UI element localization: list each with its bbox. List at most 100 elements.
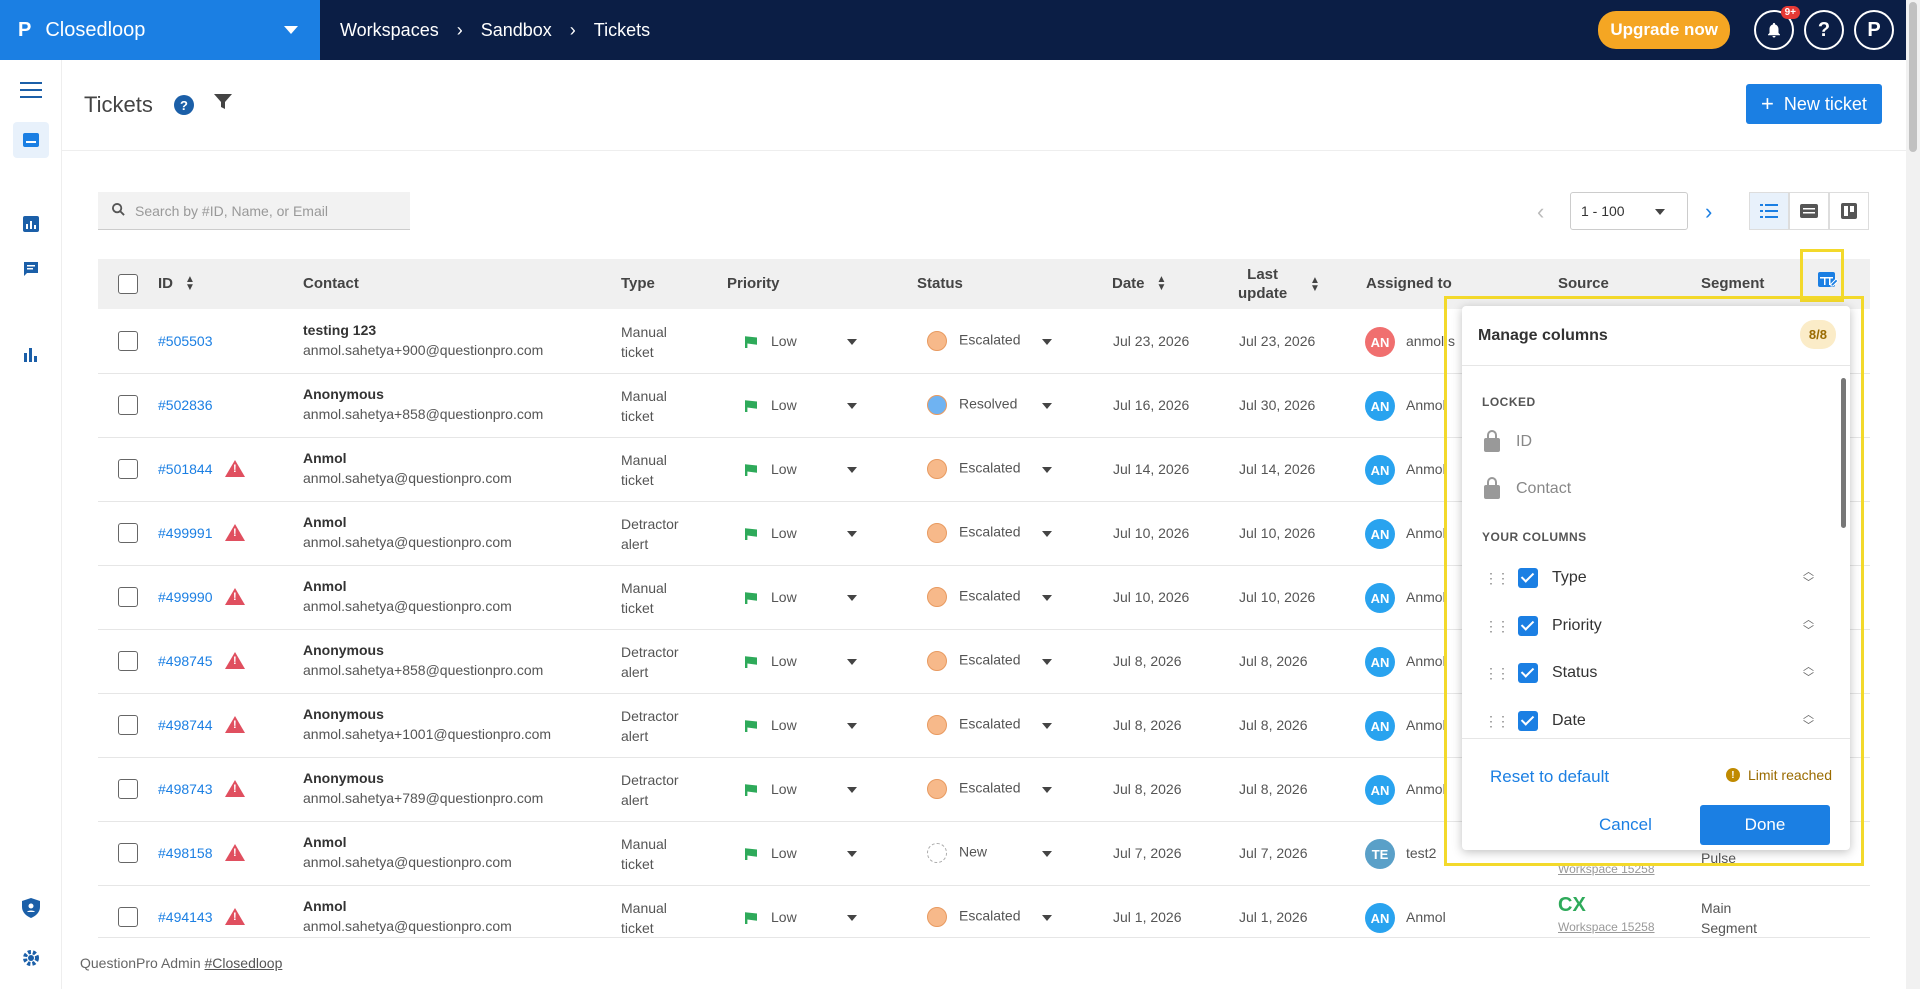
ticket-id-link[interactable]: #498743 (158, 781, 213, 797)
table-row[interactable]: #498744 Anonymousanmol.sahetya+1001@quest… (98, 694, 1870, 758)
page-range-select[interactable]: 1 - 100 (1570, 192, 1688, 230)
row-checkbox[interactable] (118, 715, 138, 735)
column-checkbox[interactable] (1518, 711, 1538, 731)
chevron-down-icon[interactable] (847, 595, 857, 601)
table-row[interactable]: #499990 Anmolanmol.sahetya@questionpro.co… (98, 566, 1870, 630)
column-header-date[interactable]: Date ▲ ▼ (1112, 274, 1167, 294)
table-row[interactable]: #498745 Anonymousanmol.sahetya+858@questi… (98, 630, 1870, 694)
priority-dropdown[interactable]: Low (745, 397, 797, 413)
status-dropdown[interactable]: New (927, 843, 987, 863)
feedback-icon[interactable] (13, 251, 49, 287)
ticket-id-link[interactable]: #501844 (158, 461, 213, 477)
column-option-status[interactable]: ⋮⋮ Status ︿ ﹀ (1484, 661, 1814, 684)
chevron-down-icon[interactable] (1042, 787, 1052, 793)
ticket-id-link[interactable]: #494143 (158, 909, 213, 925)
row-checkbox[interactable] (118, 331, 138, 351)
reset-to-default-link[interactable]: Reset to default (1490, 767, 1610, 786)
status-dropdown[interactable]: Escalated (927, 331, 1020, 351)
menu-icon[interactable] (13, 72, 49, 108)
notifications-button[interactable]: 9+ (1754, 6, 1800, 50)
row-checkbox[interactable] (118, 395, 138, 415)
chevron-down-icon[interactable] (847, 723, 857, 729)
chevron-down-icon[interactable] (1042, 915, 1052, 921)
prev-page-icon[interactable]: ‹ (1537, 199, 1545, 224)
admin-shield-icon[interactable] (13, 890, 49, 926)
chevron-down-icon[interactable] (847, 851, 857, 857)
profile-button[interactable]: P (1854, 10, 1894, 50)
chevron-down-icon[interactable] (847, 915, 857, 921)
gear-icon[interactable] (13, 940, 49, 976)
help-circle-icon[interactable]: ? (174, 95, 194, 115)
done-button[interactable]: Done (1700, 805, 1830, 845)
tickets-nav-icon[interactable] (13, 122, 49, 158)
column-checkbox[interactable] (1518, 663, 1538, 683)
status-dropdown[interactable]: Escalated (927, 459, 1020, 479)
row-checkbox[interactable] (118, 459, 138, 479)
drag-handle-icon[interactable]: ⋮⋮ (1484, 712, 1510, 729)
drag-handle-icon[interactable]: ⋮⋮ (1484, 617, 1510, 634)
new-ticket-button[interactable]: + New ticket (1746, 84, 1882, 124)
status-dropdown[interactable]: Escalated (927, 587, 1020, 607)
table-row[interactable]: #494143 Anmolanmol.sahetya@questionpro.co… (98, 886, 1870, 938)
chevron-down-icon[interactable] (847, 403, 857, 409)
priority-dropdown[interactable]: Low (745, 653, 797, 669)
status-dropdown[interactable]: Escalated (927, 779, 1020, 799)
chevron-down-icon[interactable] (847, 787, 857, 793)
breadcrumb-sandbox[interactable]: Sandbox (480, 19, 552, 40)
chevron-down-icon[interactable] (1042, 339, 1052, 345)
search-input[interactable]: Search by #ID, Name, or Email (98, 192, 410, 230)
breadcrumb-workspaces[interactable]: Workspaces (340, 19, 439, 40)
reorder-arrows-icon[interactable]: ︿ ﹀ (1803, 614, 1814, 637)
row-checkbox[interactable] (118, 523, 138, 543)
chevron-down-icon[interactable] (1042, 851, 1052, 857)
footer-link[interactable]: #Closedloop (204, 955, 283, 971)
priority-dropdown[interactable]: Low (745, 525, 797, 541)
cancel-button[interactable]: Cancel (1599, 815, 1652, 834)
chevron-down-icon[interactable] (847, 467, 857, 473)
analytics-icon[interactable] (13, 337, 49, 373)
ticket-id-link[interactable]: #505503 (158, 333, 213, 349)
manage-columns-icon[interactable] (1818, 272, 1839, 290)
priority-dropdown[interactable]: Low (745, 589, 797, 605)
status-dropdown[interactable]: Resolved (927, 395, 1017, 415)
column-option-priority[interactable]: ⋮⋮ Priority ︿ ﹀ (1484, 614, 1814, 637)
ticket-id-link[interactable]: #498745 (158, 653, 213, 669)
chevron-down-icon[interactable] (1042, 467, 1052, 473)
panel-scrollbar[interactable] (1841, 378, 1846, 528)
table-row[interactable]: #505503 testing 123 anmol.sahetya+900@ques… (98, 310, 1870, 374)
filter-icon[interactable] (214, 94, 232, 113)
chevron-down-icon[interactable] (847, 659, 857, 665)
row-checkbox[interactable] (118, 907, 138, 927)
board-view-icon[interactable] (1829, 192, 1869, 230)
chevron-down-icon[interactable] (847, 531, 857, 537)
chevron-down-icon[interactable] (1042, 723, 1052, 729)
chevron-down-icon[interactable] (1042, 403, 1052, 409)
priority-dropdown[interactable]: Low (745, 845, 797, 861)
status-dropdown[interactable]: Escalated (927, 907, 1020, 927)
row-checkbox[interactable] (118, 651, 138, 671)
drag-handle-icon[interactable]: ⋮⋮ (1484, 569, 1510, 586)
source-workspace-link[interactable]: Workspace 15258 (1558, 920, 1655, 934)
ticket-id-link[interactable]: #502836 (158, 397, 213, 413)
table-row[interactable]: #501844 Anmolanmol.sahetya@questionpro.co… (98, 438, 1870, 502)
column-header-id[interactable]: ID ▲ ▼ (158, 274, 195, 294)
dashboard-icon[interactable] (13, 206, 49, 242)
ticket-id-link[interactable]: #498744 (158, 717, 213, 733)
priority-dropdown[interactable]: Low (745, 781, 797, 797)
app-switcher[interactable]: P Closedloop (0, 0, 320, 60)
list-view-icon[interactable] (1749, 192, 1789, 230)
chevron-down-icon[interactable] (1042, 531, 1052, 537)
drag-handle-icon[interactable]: ⋮⋮ (1484, 664, 1510, 681)
select-all-checkbox[interactable] (118, 274, 138, 294)
row-checkbox[interactable] (118, 587, 138, 607)
chevron-down-icon[interactable] (1042, 659, 1052, 665)
status-dropdown[interactable]: Escalated (927, 523, 1020, 543)
next-page-icon[interactable]: › (1705, 199, 1713, 224)
row-checkbox[interactable] (118, 843, 138, 863)
reorder-arrows-icon[interactable]: ︿ ﹀ (1803, 709, 1814, 732)
priority-dropdown[interactable]: Low (745, 717, 797, 733)
column-header-last-update[interactable]: Last update (1238, 266, 1288, 302)
table-row[interactable]: #502836 Anonymous anmol.sahetya+858@questi… (98, 374, 1870, 438)
reorder-arrows-icon[interactable]: ︿ ﹀ (1803, 661, 1814, 684)
help-button[interactable]: ? (1804, 10, 1844, 50)
